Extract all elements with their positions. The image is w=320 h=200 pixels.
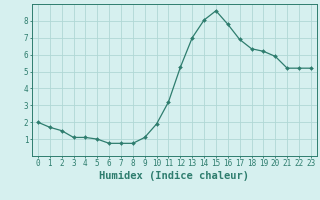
X-axis label: Humidex (Indice chaleur): Humidex (Indice chaleur) (100, 171, 249, 181)
